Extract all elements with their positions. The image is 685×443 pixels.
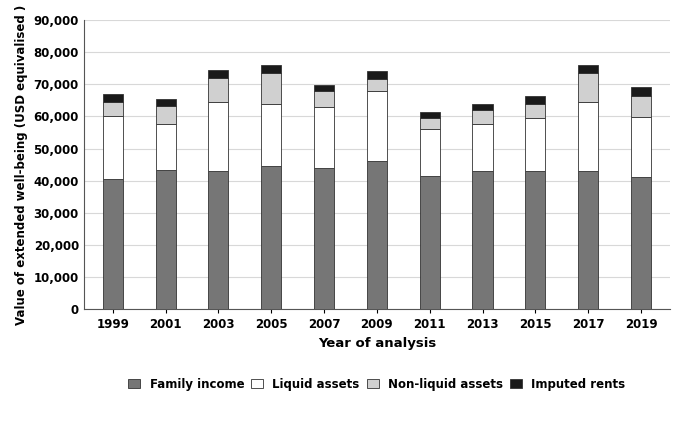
Bar <box>103 94 123 102</box>
Bar <box>525 96 545 104</box>
Bar <box>420 118 440 129</box>
Bar <box>208 102 229 171</box>
Bar <box>261 65 282 73</box>
Bar <box>261 73 282 104</box>
Bar <box>631 117 651 177</box>
Bar <box>208 70 229 78</box>
Bar <box>631 177 651 309</box>
Bar <box>473 124 493 171</box>
Bar <box>420 176 440 309</box>
Bar <box>525 104 545 118</box>
Bar <box>314 107 334 168</box>
Bar <box>208 78 229 102</box>
Bar <box>155 124 175 171</box>
Bar <box>261 166 282 309</box>
Bar <box>420 129 440 176</box>
Bar <box>208 171 229 309</box>
Bar <box>420 112 440 118</box>
Bar <box>578 65 598 73</box>
Bar <box>103 102 123 117</box>
Bar <box>314 85 334 91</box>
Bar <box>473 171 493 309</box>
Bar <box>473 104 493 110</box>
Bar <box>103 117 123 179</box>
Bar <box>155 106 175 124</box>
Bar <box>155 99 175 106</box>
Bar <box>261 104 282 166</box>
Bar <box>103 179 123 309</box>
Bar <box>367 79 387 91</box>
Bar <box>367 71 387 79</box>
Bar <box>578 73 598 102</box>
Bar <box>155 171 175 309</box>
Bar <box>473 110 493 124</box>
Bar <box>525 118 545 171</box>
Bar <box>367 161 387 309</box>
Y-axis label: Value of extended well-being (USD equivalised ): Value of extended well-being (USD equiva… <box>15 4 28 325</box>
Bar <box>314 168 334 309</box>
Legend: Family income, Liquid assets, Non-liquid assets, Imputed rents: Family income, Liquid assets, Non-liquid… <box>123 373 630 396</box>
Bar <box>578 171 598 309</box>
Bar <box>631 97 651 117</box>
Bar <box>314 91 334 107</box>
X-axis label: Year of analysis: Year of analysis <box>318 337 436 350</box>
Bar <box>367 91 387 161</box>
Bar <box>631 87 651 97</box>
Bar <box>578 102 598 171</box>
Bar <box>525 171 545 309</box>
